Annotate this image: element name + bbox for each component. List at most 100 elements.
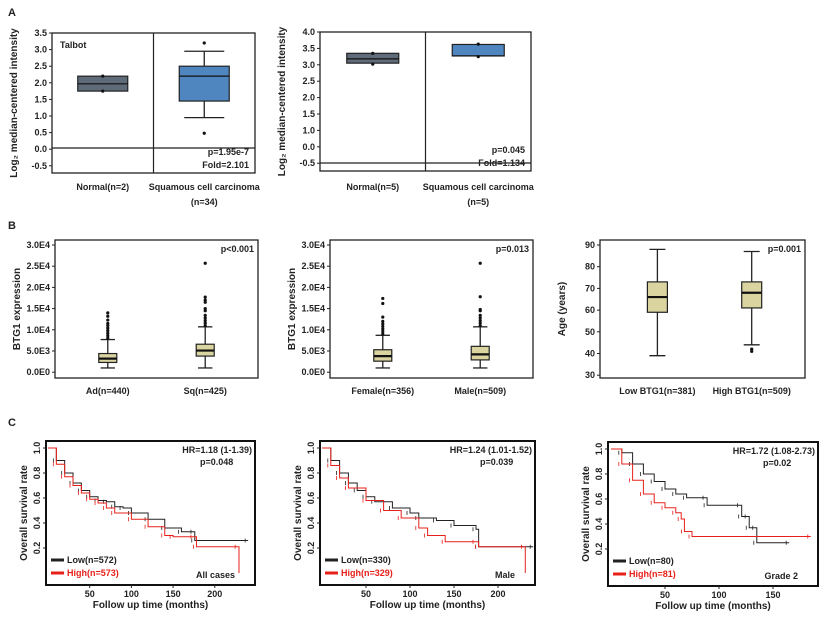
y-tick-label: 2.0E4 xyxy=(301,282,325,292)
x-category-label: Female(n=356) xyxy=(351,386,414,396)
y-tick-label: 0.6 xyxy=(594,493,604,506)
y-tick-label: 1.5 xyxy=(302,109,315,119)
outlier-point xyxy=(106,321,110,326)
y-tick-label: 50 xyxy=(585,327,595,337)
outlier-point xyxy=(106,326,110,330)
outlier-point xyxy=(106,318,110,322)
outlier-point xyxy=(478,313,482,317)
y-tick-label: 0.8 xyxy=(594,468,604,481)
y-tick-label: 0.5 xyxy=(34,128,47,138)
box xyxy=(741,281,763,309)
y-tick-label: 80 xyxy=(585,262,595,272)
outlier-point xyxy=(203,316,207,320)
y-tick-label: 2.0 xyxy=(34,78,47,88)
x-category-label-line2: (n=5) xyxy=(467,197,489,207)
p-value: p=0.048 xyxy=(200,457,233,467)
x-category-label: Squamous cell carcinoma xyxy=(149,182,261,192)
y-tick-label: 3.0E4 xyxy=(26,240,50,250)
y-tick-label: 2.5 xyxy=(302,76,315,86)
outlier-point xyxy=(203,261,207,265)
legend-label: Low(n=330) xyxy=(341,555,391,565)
outlier-point xyxy=(478,307,482,312)
panel-label: B xyxy=(8,220,16,232)
outlier-point xyxy=(106,329,110,333)
panel-label: A xyxy=(8,7,16,19)
outlier-point xyxy=(381,322,385,326)
x-tick-label: 150 xyxy=(765,590,780,600)
y-tick-label: 1.5E4 xyxy=(301,304,325,314)
outlier-point xyxy=(106,334,110,338)
p-value: p=0.039 xyxy=(480,457,513,467)
p-value: p=0.045 xyxy=(492,145,525,155)
outlier-point xyxy=(101,89,105,93)
y-tick-label: 5.0E3 xyxy=(26,346,50,356)
survival-curve-low xyxy=(48,447,249,541)
y-tick-label: 1.0 xyxy=(594,443,604,456)
outlier-point xyxy=(381,301,385,306)
y-tick-label: 0.4 xyxy=(32,517,42,530)
y-axis-title: Overall survival rate xyxy=(19,465,30,561)
y-tick-label: 40 xyxy=(585,349,595,359)
outlier-point xyxy=(381,319,385,323)
x-tick-label: 200 xyxy=(490,589,505,599)
y-tick-label: 0.0 xyxy=(302,142,315,152)
outlier-point xyxy=(750,347,754,351)
y-tick-label: 0.6 xyxy=(32,492,42,505)
outlier-point xyxy=(371,62,375,66)
fold-change: Fold=2.101 xyxy=(202,160,249,170)
y-tick-label: 1.0 xyxy=(302,125,315,135)
y-tick-label: 60 xyxy=(585,305,595,315)
y-tick-label: 3.5 xyxy=(302,43,315,53)
x-category-label: Sq(n=425) xyxy=(184,386,227,396)
x-tick-label: 50 xyxy=(361,589,371,599)
y-tick-label: 2.0E4 xyxy=(26,282,50,292)
subgroup-label: Grade 2 xyxy=(764,571,798,581)
y-tick-label: 0.2 xyxy=(594,543,604,556)
box xyxy=(451,43,505,57)
x-category-label: Normal(n=2) xyxy=(76,182,129,192)
y-axis-title: Overall survival rate xyxy=(293,465,304,561)
plot-frame xyxy=(45,440,256,586)
y-axis-title: BTG1 expression xyxy=(287,268,298,350)
y-tick-label: 3.5 xyxy=(34,28,47,38)
hazard-ratio: HR=1.18 (1-1.39) xyxy=(182,445,252,455)
y-axis-title: Log₂ median-centered intensity xyxy=(9,28,20,178)
outlier-point xyxy=(203,298,207,302)
x-axis-title: Follow up time (months) xyxy=(93,600,209,611)
y-tick-label: 1.5E4 xyxy=(26,304,50,314)
p-value: p=1.95e-7 xyxy=(208,147,249,157)
y-axis-title: Age (years) xyxy=(557,282,568,336)
y-tick-label: 0.0E0 xyxy=(26,367,50,377)
outlier-point xyxy=(202,131,206,135)
outlier-point xyxy=(476,42,480,46)
y-tick-label: 5.0E3 xyxy=(301,346,325,356)
legend-label: High(n=329) xyxy=(341,568,393,578)
legend-label: High(n=81) xyxy=(629,569,676,579)
x-category-label: Normal(n=5) xyxy=(346,182,399,192)
y-tick-label: -0.5 xyxy=(299,158,315,168)
y-tick-label: 0.2 xyxy=(32,542,42,555)
y-tick-label: 4.0 xyxy=(302,27,315,37)
y-axis-title: Log₂ median-centered intensity xyxy=(277,26,288,176)
subgroup-label: Male xyxy=(495,570,515,580)
y-tick-label: 0.4 xyxy=(306,517,316,530)
outlier-point xyxy=(381,324,385,329)
x-tick-label: 150 xyxy=(446,589,461,599)
x-tick-label: 200 xyxy=(207,589,222,599)
x-tick-label: 50 xyxy=(660,590,670,600)
x-category-label: Squamous cell carcinoma xyxy=(423,182,535,192)
outlier-point xyxy=(101,74,105,78)
y-tick-label: 70 xyxy=(585,283,595,293)
panel-label: C xyxy=(8,417,16,429)
x-tick-label: 50 xyxy=(85,589,95,599)
outlier-point xyxy=(106,311,110,315)
outlier-point xyxy=(203,295,207,299)
y-axis-title: Overall survival rate xyxy=(581,466,592,562)
x-category-label: Low BTG1(n=381) xyxy=(619,386,695,396)
y-tick-label: 1.0E4 xyxy=(301,325,325,335)
x-category-label: Male(n=509) xyxy=(454,386,506,396)
outlier-point xyxy=(478,323,482,328)
outlier-point xyxy=(203,318,207,323)
outlier-point xyxy=(203,321,207,325)
